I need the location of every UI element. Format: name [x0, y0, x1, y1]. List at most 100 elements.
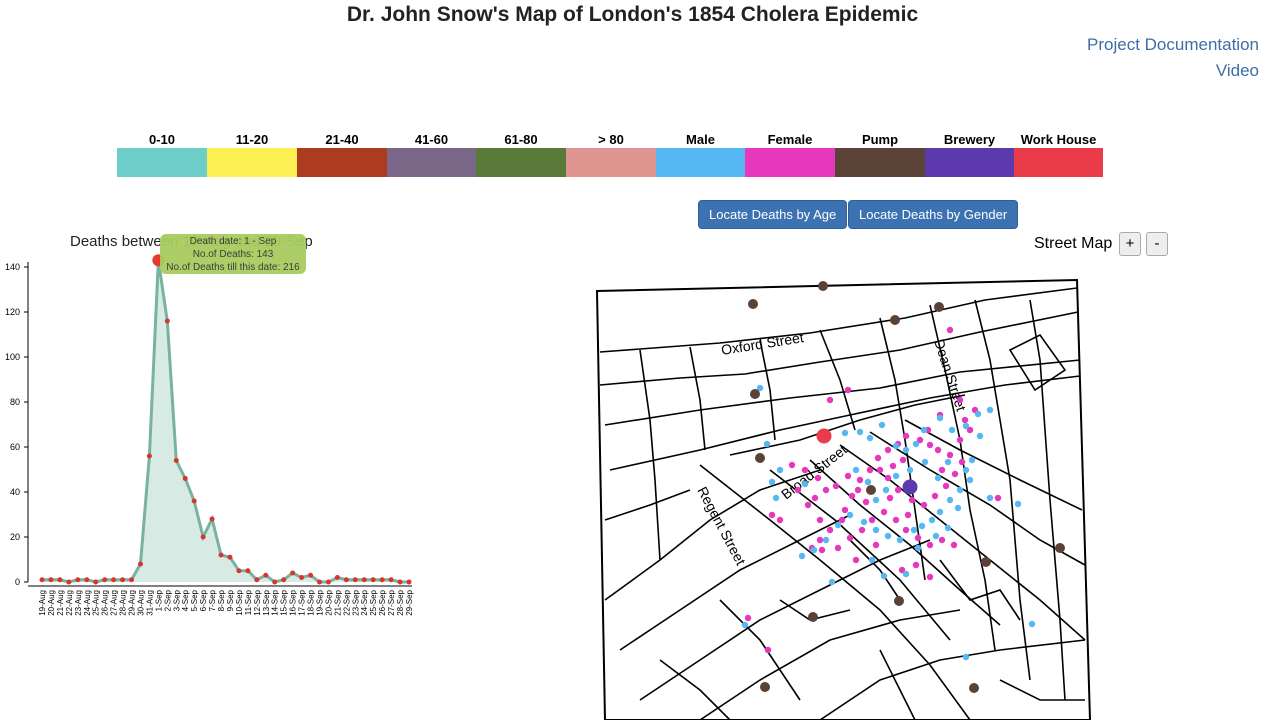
- death-marker-male[interactable]: [852, 466, 860, 474]
- death-marker-female[interactable]: [816, 516, 824, 524]
- death-marker-male[interactable]: [936, 414, 944, 422]
- death-marker-male[interactable]: [934, 474, 942, 482]
- death-marker-female[interactable]: [926, 573, 934, 581]
- pump-marker[interactable]: [760, 682, 770, 692]
- death-marker-male[interactable]: [872, 496, 880, 504]
- death-marker-female[interactable]: [946, 326, 954, 334]
- death-marker-female[interactable]: [768, 511, 776, 519]
- death-marker-female[interactable]: [856, 476, 864, 484]
- death-marker-female[interactable]: [994, 494, 1002, 502]
- death-marker-male[interactable]: [918, 522, 926, 530]
- death-marker-male[interactable]: [856, 428, 864, 436]
- death-marker-female[interactable]: [844, 386, 852, 394]
- death-marker-female[interactable]: [902, 526, 910, 534]
- death-marker-female[interactable]: [776, 516, 784, 524]
- death-marker-female[interactable]: [862, 498, 870, 506]
- locate-by-gender-button[interactable]: Locate Deaths by Gender: [848, 200, 1019, 229]
- death-marker-female[interactable]: [826, 396, 834, 404]
- video-link[interactable]: Video: [1215, 61, 1259, 80]
- death-marker-male[interactable]: [741, 621, 749, 629]
- death-marker-female[interactable]: [946, 451, 954, 459]
- death-marker-female[interactable]: [908, 496, 916, 504]
- death-marker-male[interactable]: [822, 536, 830, 544]
- death-marker-female[interactable]: [951, 470, 959, 478]
- death-marker-female[interactable]: [880, 508, 888, 516]
- death-marker-male[interactable]: [962, 653, 970, 661]
- death-marker-male[interactable]: [956, 486, 964, 494]
- death-marker-female[interactable]: [788, 461, 796, 469]
- death-marker-male[interactable]: [954, 504, 962, 512]
- death-marker-male[interactable]: [910, 526, 918, 534]
- locate-by-age-button[interactable]: Locate Deaths by Age: [698, 200, 848, 229]
- death-marker-female[interactable]: [950, 541, 958, 549]
- death-marker-female[interactable]: [826, 526, 834, 534]
- zoom-out-button[interactable]: -: [1146, 232, 1168, 256]
- death-marker-female[interactable]: [884, 474, 892, 482]
- death-marker-female[interactable]: [811, 494, 819, 502]
- death-marker-female[interactable]: [764, 646, 772, 654]
- death-marker-male[interactable]: [946, 496, 954, 504]
- death-marker-female[interactable]: [958, 458, 966, 466]
- death-marker-female[interactable]: [834, 544, 842, 552]
- pump-marker[interactable]: [981, 557, 991, 567]
- death-marker-female[interactable]: [874, 454, 882, 462]
- death-marker-female[interactable]: [886, 494, 894, 502]
- death-marker-female[interactable]: [804, 501, 812, 509]
- death-marker-male[interactable]: [892, 472, 900, 480]
- death-marker-male[interactable]: [928, 516, 936, 524]
- death-marker-male[interactable]: [906, 466, 914, 474]
- street-map[interactable]: Oxford Street Dean Street Broad Street R…: [590, 275, 1100, 720]
- death-marker-female[interactable]: [832, 482, 840, 490]
- death-marker-female[interactable]: [931, 492, 939, 500]
- death-marker-female[interactable]: [801, 466, 809, 474]
- death-marker-female[interactable]: [934, 446, 942, 454]
- death-marker-female[interactable]: [938, 536, 946, 544]
- death-marker-female[interactable]: [942, 482, 950, 490]
- death-marker-male[interactable]: [932, 532, 940, 540]
- death-marker-female[interactable]: [818, 546, 826, 554]
- pump-marker[interactable]: [755, 453, 765, 463]
- death-marker-female[interactable]: [872, 541, 880, 549]
- pump-marker[interactable]: [934, 302, 944, 312]
- death-marker-female[interactable]: [966, 426, 974, 434]
- pump-marker[interactable]: [748, 299, 758, 309]
- death-marker-male[interactable]: [872, 526, 880, 534]
- death-marker-female[interactable]: [961, 416, 969, 424]
- death-marker-female[interactable]: [884, 446, 892, 454]
- death-marker-male[interactable]: [868, 556, 876, 564]
- death-marker-female[interactable]: [938, 466, 946, 474]
- death-marker-female[interactable]: [876, 466, 884, 474]
- death-marker-male[interactable]: [882, 486, 890, 494]
- pump-marker[interactable]: [750, 389, 760, 399]
- zoom-in-button[interactable]: +: [1119, 232, 1141, 256]
- death-marker-female[interactable]: [926, 541, 934, 549]
- death-marker-male[interactable]: [944, 524, 952, 532]
- death-marker-female[interactable]: [848, 492, 856, 500]
- death-marker-male[interactable]: [828, 578, 836, 586]
- death-marker-male[interactable]: [962, 466, 970, 474]
- death-marker-male[interactable]: [878, 421, 886, 429]
- death-marker-male[interactable]: [892, 442, 900, 450]
- brewery-marker[interactable]: [902, 479, 918, 495]
- death-marker-male[interactable]: [944, 458, 952, 466]
- death-marker-male[interactable]: [920, 426, 928, 434]
- death-marker-female[interactable]: [956, 436, 964, 444]
- death-marker-male[interactable]: [962, 422, 970, 430]
- death-marker-male[interactable]: [841, 429, 849, 437]
- death-marker-male[interactable]: [914, 544, 922, 552]
- pump-marker[interactable]: [866, 485, 876, 495]
- death-marker-male[interactable]: [968, 456, 976, 464]
- death-marker-male[interactable]: [772, 494, 780, 502]
- death-marker-female[interactable]: [889, 462, 897, 470]
- death-marker-male[interactable]: [936, 508, 944, 516]
- death-marker-female[interactable]: [894, 486, 902, 494]
- death-marker-male[interactable]: [776, 466, 784, 474]
- death-marker-male[interactable]: [1028, 620, 1036, 628]
- death-marker-male[interactable]: [986, 406, 994, 414]
- death-marker-male[interactable]: [846, 511, 854, 519]
- death-marker-male[interactable]: [921, 458, 929, 466]
- death-marker-male[interactable]: [976, 432, 984, 440]
- death-marker-female[interactable]: [898, 566, 906, 574]
- death-marker-male[interactable]: [948, 426, 956, 434]
- death-marker-male[interactable]: [902, 446, 910, 454]
